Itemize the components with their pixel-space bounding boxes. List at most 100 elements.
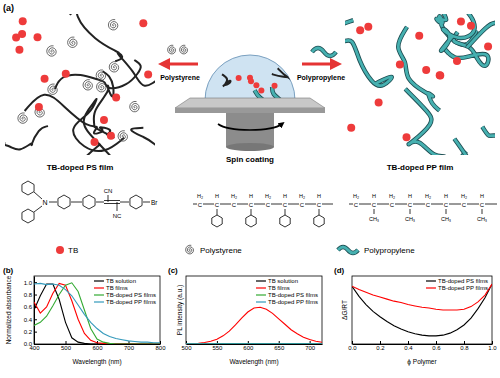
legend-label: TB-doped PS films	[268, 292, 318, 298]
chart-panel: 0.00.20.40.60.81.0TB-doped PS filmsTB-do…	[334, 266, 497, 366]
bond	[271, 204, 282, 205]
legend-symbol	[94, 280, 104, 281]
polypropylene-chain	[345, 20, 392, 85]
polypropylene-chain	[441, 14, 474, 51]
tb-molecule	[139, 19, 147, 27]
atom-label: H₂	[389, 193, 395, 199]
x-axis-title: ϕ Polymer	[407, 358, 437, 366]
y-axis-title: Normalized absorbance	[5, 275, 12, 344]
chart-panel: 500 550 600 650 700 TB solutionTB filmsTB-dop…	[168, 266, 323, 366]
y-axis-title: ΔG/RT	[341, 300, 348, 320]
x-tick: 0.2	[376, 341, 385, 351]
y-tick-label: 0.0	[24, 341, 33, 347]
atom-label: Br	[151, 199, 158, 206]
bond	[104, 203, 120, 204]
data-line	[34, 284, 160, 344]
x-tick-label: 1.0	[488, 345, 497, 351]
tb-molecule	[41, 75, 49, 83]
atom-label: H₂	[425, 193, 431, 199]
rotation-arrow	[218, 124, 282, 130]
tb-molecule	[35, 103, 43, 111]
bond	[34, 192, 42, 199]
atom-label: H	[317, 193, 321, 199]
styrene-coil	[48, 84, 57, 94]
tb-molecule	[33, 33, 41, 41]
polymer-chain-outline	[338, 247, 358, 253]
polymer-label: Polystyrene	[160, 74, 200, 82]
benzene-ring	[280, 215, 290, 227]
polystyrene-chain	[272, 68, 297, 81]
bond	[203, 204, 214, 205]
x-tick: 0.8	[460, 341, 469, 351]
y-axis-title: PL intensity (a.u.)	[176, 285, 184, 335]
data-line	[186, 307, 322, 344]
bond	[377, 204, 389, 205]
data-line	[352, 284, 492, 336]
atom-label: C	[354, 202, 359, 208]
styrene-coil	[130, 101, 139, 111]
x-tick-label: 650	[274, 345, 285, 351]
tb-molecule	[90, 138, 98, 146]
x-tick: 0.6	[432, 341, 441, 351]
bond	[446, 209, 447, 214]
y-tick-mark	[34, 282, 37, 283]
styrene-coil	[180, 45, 188, 54]
x-axis-title: Wavelength (nm)	[72, 358, 121, 366]
legend: TB-doped PS filmsTB-doped PP films	[426, 278, 488, 291]
atom-label: C	[390, 202, 395, 208]
atom-label: H	[283, 193, 287, 199]
polypropylene-chain	[398, 27, 439, 111]
bond	[117, 202, 118, 211]
legend-label: TB solution	[106, 278, 136, 284]
styrene-coil	[47, 46, 56, 56]
arrow-right	[302, 63, 336, 66]
tb-molecule	[453, 57, 461, 65]
styrene-coil	[68, 37, 77, 47]
benzene-ring	[22, 209, 34, 223]
bond	[34, 206, 42, 212]
bond	[431, 204, 443, 205]
x-tick: 600	[243, 341, 254, 351]
tb-molecule	[403, 133, 411, 141]
x-tick-label: 500	[181, 345, 192, 351]
atom-label: C	[444, 202, 449, 208]
polymer-label: Polypropylene	[297, 74, 345, 82]
polystyrene-chain	[5, 126, 48, 149]
film-label: TB-doped PP film	[387, 163, 454, 172]
legend-symbol	[256, 280, 266, 281]
process-label: Spin coating	[226, 155, 274, 164]
polystyrene-chain	[25, 95, 111, 136]
tb-molecule	[107, 132, 115, 140]
legend-label: Polystyrene	[200, 246, 242, 255]
tb-molecule	[422, 66, 430, 74]
legend: TB solutionTB filmsTB-doped PS filmsTB-d…	[256, 278, 318, 305]
bond	[193, 204, 197, 205]
bond	[482, 209, 483, 214]
tb-molecule	[19, 17, 27, 25]
bond	[254, 204, 265, 205]
legend-label: TB-doped PP films	[268, 299, 318, 305]
x-tick: 0.0	[348, 341, 357, 351]
x-tick-mark	[66, 341, 67, 344]
bond	[319, 209, 320, 215]
legend-label: TB films	[268, 285, 290, 291]
atom-label: C	[317, 202, 322, 208]
tb-molecule	[258, 88, 264, 94]
atom-label: C	[283, 202, 288, 208]
y-tick-label: 1.0	[24, 280, 33, 286]
atom-label: H₂	[231, 193, 237, 199]
tb-molecule	[62, 70, 70, 78]
benzene-ring	[58, 195, 70, 209]
tb-molecule	[18, 30, 26, 38]
y-tick: 0.0	[24, 341, 37, 347]
x-tick-label: 0.8	[460, 345, 469, 351]
styrene-coil	[168, 45, 176, 54]
x-tick-label: 700	[305, 345, 316, 351]
polymer-chain-outline	[398, 27, 439, 111]
x-tick-label: 550	[212, 345, 223, 351]
x-tick: 550	[212, 341, 223, 351]
legend-symbol	[94, 301, 104, 302]
atom-label: H₂	[461, 193, 467, 199]
tb-molecule	[112, 94, 120, 102]
plot-frame	[34, 276, 160, 344]
